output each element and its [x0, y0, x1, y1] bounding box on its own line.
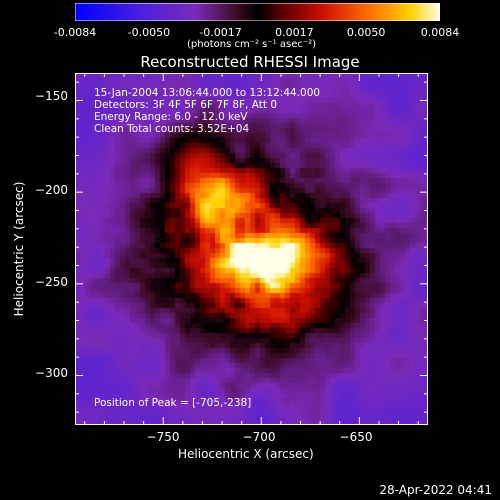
plot-frame [75, 73, 428, 425]
colorbar-tick-label: -0.0017 [199, 26, 242, 39]
annotation-clean: Clean Total counts: 3.52E+04 [94, 123, 250, 135]
annotation-energy: Energy Range: 6.0 - 12.0 keV [94, 111, 248, 123]
heatmap-image [75, 73, 428, 425]
colorbar-units: (photons cm⁻² s⁻¹ asec⁻²) [187, 39, 317, 50]
colorbar-tick-label: -0.0084 [53, 26, 97, 39]
plot-axes [75, 73, 428, 425]
colorbar-tick-label: 0.0017 [275, 26, 314, 39]
y-axis-label: Heliocentric Y (arcsec) [12, 181, 26, 317]
annotation-detectors: Detectors: 3F 4F 5F 6F 7F 8F, Att 0 [94, 99, 278, 111]
x-tick-label: −700 [242, 430, 276, 444]
y-tick-label: −250 [35, 275, 68, 289]
colorbar [75, 3, 440, 21]
y-tick-label: −200 [35, 183, 68, 197]
x-tick-label: −650 [339, 430, 373, 444]
y-tick-label: −150 [35, 89, 68, 103]
annotation-time: 15-Jan-2004 13:06:44.000 to 13:12:44.000 [94, 87, 321, 99]
chart-title: Reconstructed RHESSI Image [140, 53, 360, 71]
x-tick-label: −750 [146, 430, 180, 444]
colorbar-tick-label: 0.0084 [420, 26, 460, 39]
annotation-peak: Position of Peak = [-705,-238] [94, 397, 252, 409]
colorbar-tick-label: 0.0050 [346, 26, 386, 39]
y-tick-label: −300 [35, 366, 68, 380]
colorbar-tick-label: -0.0050 [127, 26, 171, 39]
render-date: 28-Apr-2022 04:41 [379, 483, 492, 497]
x-axis-label: Heliocentric X (arcsec) [178, 447, 314, 461]
